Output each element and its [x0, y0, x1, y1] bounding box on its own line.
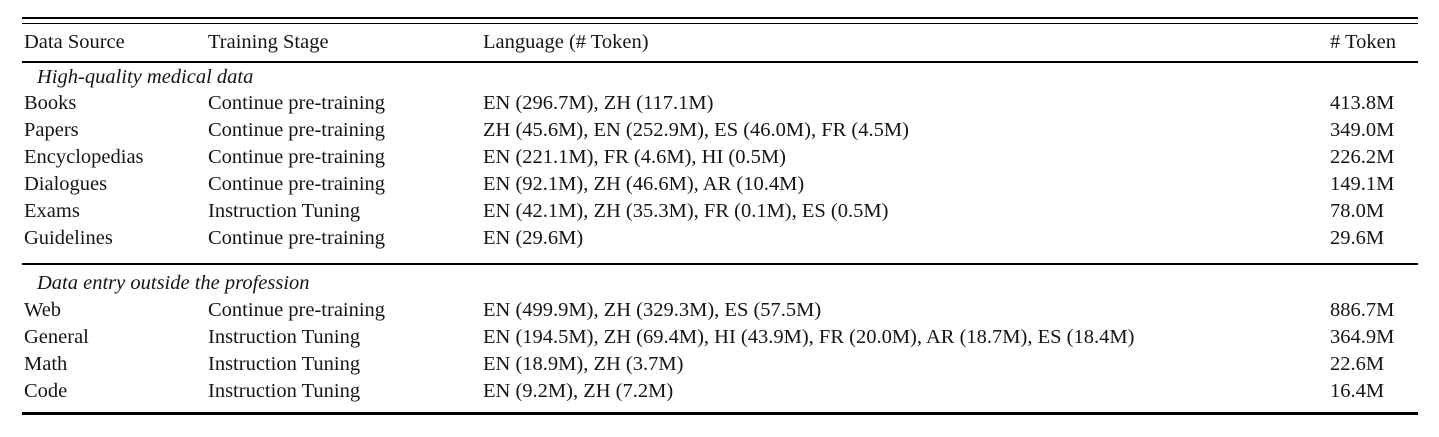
cell-data-source: Books [24, 92, 77, 114]
section-title-non-medical: Data entry outside the profession [37, 272, 310, 294]
table-row: Books Continue pre-training EN (296.7M),… [22, 90, 1418, 117]
cell-token-count: 226.2M [1330, 146, 1395, 168]
cell-language-tokens: EN (29.6M) [483, 227, 584, 249]
column-header-data-source: Data Source [24, 31, 125, 53]
cell-training-stage: Instruction Tuning [208, 353, 361, 375]
cell-training-stage: Continue pre-training [208, 227, 386, 249]
cell-training-stage: Instruction Tuning [208, 380, 361, 402]
table-row: Web Continue pre-training EN (499.9M), Z… [22, 297, 1418, 324]
cell-data-source: Exams [24, 200, 80, 222]
section-title-medical: High-quality medical data [37, 65, 254, 88]
cell-language-tokens: ZH (45.6M), EN (252.9M), ES (46.0M), FR … [483, 119, 909, 141]
cell-language-tokens: EN (499.9M), ZH (329.3M), ES (57.5M) [483, 299, 822, 321]
cell-token-count: 364.9M [1330, 326, 1395, 348]
table-row: Exams Instruction Tuning EN (42.1M), ZH … [22, 198, 1418, 225]
training-data-table: Data Source Training Stage Language (# T… [22, 17, 1418, 415]
cell-data-source: Dialogues [24, 173, 108, 195]
cell-language-tokens: EN (42.1M), ZH (35.3M), FR (0.1M), ES (0… [483, 200, 889, 222]
table-row: Code Instruction Tuning EN (9.2M), ZH (7… [22, 378, 1418, 405]
cell-training-stage: Continue pre-training [208, 92, 386, 114]
table-row: Encyclopedias Continue pre-training EN (… [22, 144, 1418, 171]
table-row: Guidelines Continue pre-training EN (29.… [22, 225, 1418, 252]
column-header-token-count: # Token [1330, 31, 1396, 53]
column-header-training-stage: Training Stage [208, 31, 329, 53]
cell-data-source: General [24, 326, 89, 348]
column-header-language-tokens: Language (# Token) [483, 31, 649, 53]
cell-language-tokens: EN (92.1M), ZH (46.6M), AR (10.4M) [483, 173, 805, 195]
cell-data-source: Encyclopedias [24, 146, 144, 168]
cell-token-count: 886.7M [1330, 299, 1395, 321]
cell-training-stage: Continue pre-training [208, 173, 386, 195]
cell-data-source: Guidelines [24, 227, 113, 249]
cell-data-source: Code [24, 380, 68, 402]
cell-token-count: 413.8M [1330, 92, 1395, 114]
table-row: Math Instruction Tuning EN (18.9M), ZH (… [22, 351, 1418, 378]
cell-data-source: Papers [24, 119, 79, 141]
cell-language-tokens: EN (296.7M), ZH (117.1M) [483, 92, 714, 114]
cell-language-tokens: EN (194.5M), ZH (69.4M), HI (43.9M), FR … [483, 326, 1135, 348]
cell-data-source: Math [24, 353, 68, 375]
cell-training-stage: Instruction Tuning [208, 200, 361, 222]
table-row: General Instruction Tuning EN (194.5M), … [22, 324, 1418, 351]
table-header-row: Data Source Training Stage Language (# T… [22, 24, 1418, 61]
table-bottom-rule [22, 412, 1418, 415]
cell-training-stage: Continue pre-training [208, 146, 386, 168]
cell-token-count: 149.1M [1330, 173, 1395, 195]
cell-training-stage: Instruction Tuning [208, 326, 361, 348]
table-row: Papers Continue pre-training ZH (45.6M),… [22, 117, 1418, 144]
section-divider-rule [22, 263, 1418, 265]
cell-training-stage: Continue pre-training [208, 299, 386, 321]
cell-language-tokens: EN (18.9M), ZH (3.7M) [483, 353, 684, 375]
cell-training-stage: Continue pre-training [208, 119, 386, 141]
table-row: Dialogues Continue pre-training EN (92.1… [22, 171, 1418, 198]
cell-language-tokens: EN (9.2M), ZH (7.2M) [483, 380, 674, 402]
cell-token-count: 349.0M [1330, 119, 1395, 141]
cell-data-source: Web [24, 299, 62, 321]
cell-token-count: 22.6M [1330, 353, 1385, 375]
cell-token-count: 78.0M [1330, 200, 1385, 222]
cell-token-count: 16.4M [1330, 380, 1385, 402]
cell-language-tokens: EN (221.1M), FR (4.6M), HI (0.5M) [483, 146, 786, 168]
table-top-rule [22, 17, 1418, 24]
cell-token-count: 29.6M [1330, 227, 1385, 249]
header-underline-rule [22, 61, 1418, 63]
